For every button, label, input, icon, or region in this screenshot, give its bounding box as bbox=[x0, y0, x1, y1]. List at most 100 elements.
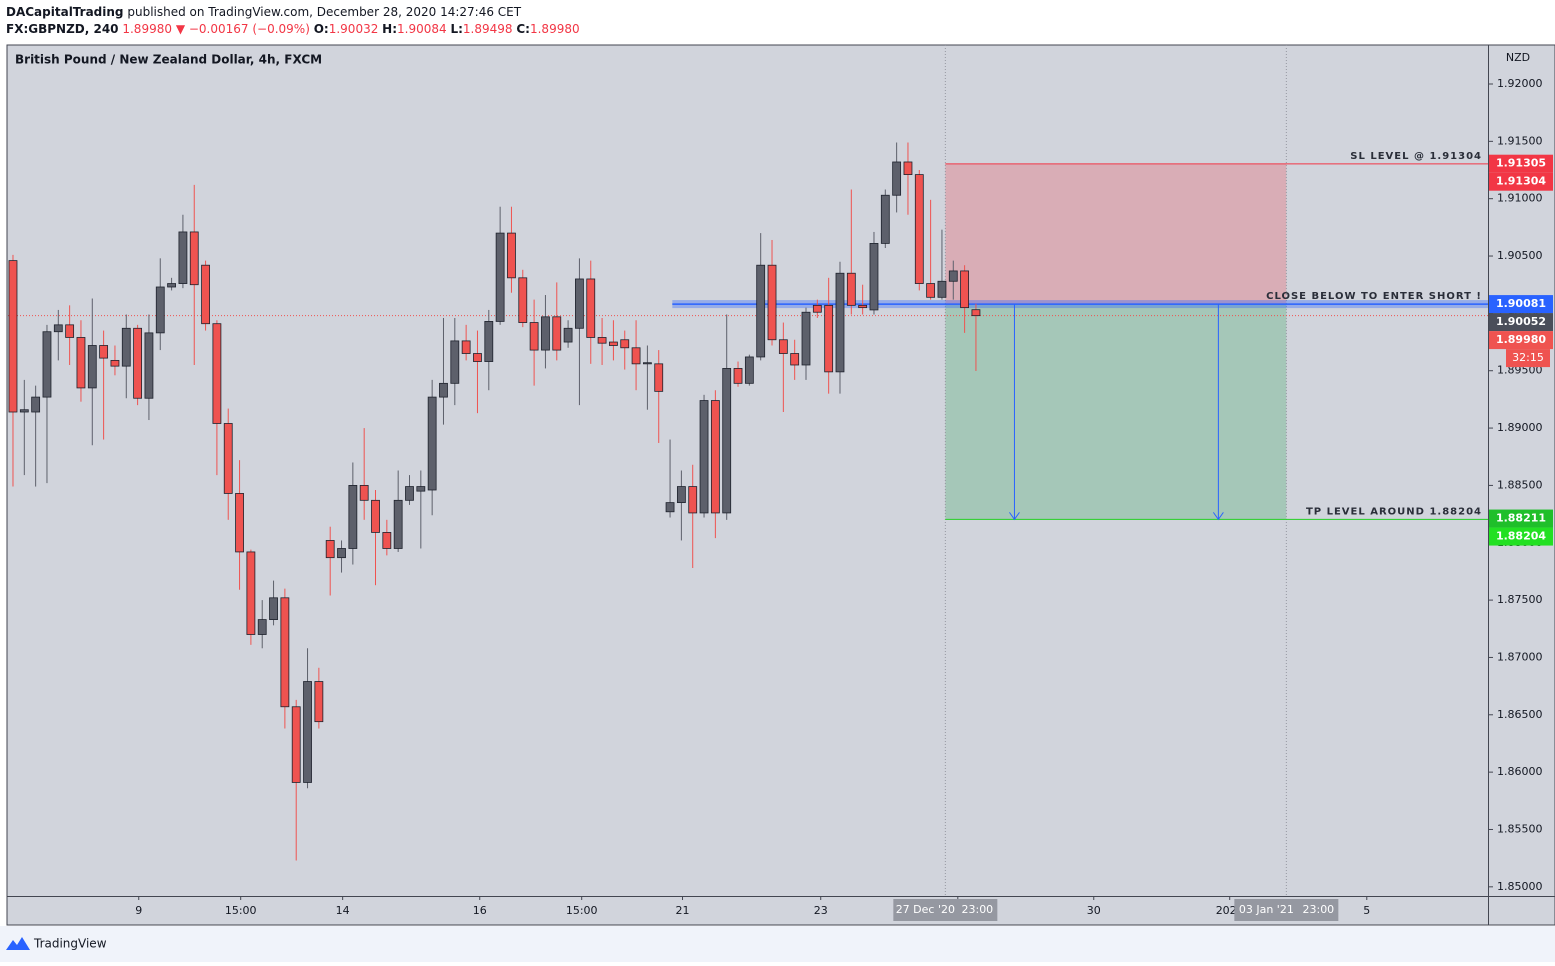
x-tick-label: 16 bbox=[473, 904, 487, 917]
candle-body bbox=[688, 486, 698, 514]
candle-body bbox=[812, 304, 822, 313]
stop-zone bbox=[945, 163, 1287, 305]
candle-body bbox=[846, 272, 856, 306]
candle-body bbox=[710, 400, 720, 514]
arrow-head bbox=[1212, 512, 1224, 521]
ohlc-key: O: bbox=[314, 22, 329, 36]
price-label-box bbox=[1489, 154, 1553, 173]
y-tick-label: 1.92000 bbox=[1497, 77, 1543, 90]
candle-body bbox=[223, 423, 233, 494]
x-tick-label: 15:00 bbox=[225, 904, 257, 917]
price-label: 1.90081 bbox=[1496, 297, 1546, 310]
candle-body bbox=[767, 264, 777, 341]
price-label: 1.89980 bbox=[1496, 333, 1546, 346]
candle-body bbox=[914, 174, 924, 284]
candle-body bbox=[518, 277, 528, 323]
countdown: 32:15 bbox=[1512, 351, 1544, 364]
price-label-box bbox=[1489, 527, 1553, 546]
candle-body bbox=[858, 304, 868, 309]
candle-body bbox=[8, 260, 18, 413]
header-bg bbox=[0, 0, 1555, 45]
range-marker-date: 03 Jan '21 bbox=[1239, 903, 1294, 916]
price-label: 1.91304 bbox=[1496, 175, 1546, 188]
candle-body bbox=[778, 339, 788, 354]
candle-body bbox=[189, 231, 199, 286]
price-label: 1.88204 bbox=[1496, 530, 1546, 543]
price-label: 1.90052 bbox=[1496, 315, 1546, 328]
y-tick-label: 1.85000 bbox=[1497, 880, 1543, 893]
range-marker-date: 27 Dec '20 bbox=[896, 903, 955, 916]
candle-body bbox=[359, 485, 369, 501]
ohlc-key: L: bbox=[450, 22, 462, 36]
price-label-box bbox=[1489, 295, 1553, 314]
price-label-box bbox=[1489, 313, 1553, 332]
candle-body bbox=[597, 337, 607, 344]
candle-body bbox=[541, 316, 550, 351]
y-tick-label: 1.85500 bbox=[1497, 822, 1543, 835]
plot: SL LEVEL @ 1.91304 CLOSE BELOW TO ENTER S… bbox=[8, 45, 1553, 921]
candle-body bbox=[529, 322, 539, 351]
candle-body bbox=[654, 363, 664, 392]
range-marker-box bbox=[1234, 899, 1339, 921]
candle-body bbox=[960, 270, 970, 309]
candle-body bbox=[450, 340, 460, 384]
x-tick-label: 9 bbox=[135, 904, 142, 917]
candle-body bbox=[575, 278, 584, 329]
x-tick-label: 30 bbox=[1087, 904, 1101, 917]
y-tick-label: 1.87500 bbox=[1497, 593, 1543, 606]
candle-body bbox=[110, 359, 120, 367]
y-tick-label: 1.90500 bbox=[1497, 249, 1543, 262]
arrow-head bbox=[1009, 512, 1020, 521]
candle-body bbox=[473, 353, 482, 362]
candle-body bbox=[212, 323, 222, 424]
candle-body bbox=[869, 243, 879, 311]
candle-body bbox=[676, 486, 686, 504]
candle-body bbox=[733, 368, 743, 384]
y-tick-label: 1.91500 bbox=[1497, 134, 1543, 147]
candle-body bbox=[801, 311, 811, 366]
candle-body bbox=[167, 283, 176, 288]
candle-body bbox=[903, 161, 913, 175]
candle-body bbox=[19, 409, 29, 413]
annotation: CLOSE BELOW TO ENTER SHORT ! bbox=[1266, 291, 1482, 302]
candle-body bbox=[121, 327, 131, 367]
annotation: SL LEVEL @ 1.91304 bbox=[1350, 151, 1482, 162]
candle-body bbox=[65, 324, 75, 338]
candle-body bbox=[155, 286, 165, 334]
x-tick-label: 5 bbox=[1363, 904, 1370, 917]
candle-body bbox=[53, 324, 63, 333]
candle-body bbox=[42, 331, 52, 398]
candle-body bbox=[416, 486, 426, 492]
candle-body bbox=[439, 382, 448, 398]
x-tick-label: 23 bbox=[814, 904, 828, 917]
price-label-box bbox=[1489, 331, 1553, 350]
candle-body bbox=[314, 681, 324, 723]
footer-logo bbox=[6, 937, 30, 950]
candle-body bbox=[178, 231, 188, 284]
candle-body bbox=[393, 499, 403, 549]
candle-body bbox=[835, 272, 845, 373]
chart-title: British Pound / New Zealand Dollar, 4h, … bbox=[15, 53, 322, 67]
candle-body bbox=[76, 337, 86, 389]
candle-body bbox=[880, 194, 890, 244]
published: published on TradingView.com, December 2… bbox=[127, 5, 521, 19]
candle-body bbox=[756, 264, 766, 358]
candle-body bbox=[235, 493, 244, 553]
candle-body bbox=[461, 340, 471, 354]
candle-body bbox=[371, 499, 380, 533]
ohlc-key: C: bbox=[516, 22, 530, 36]
candle-body bbox=[133, 327, 143, 399]
price-label-box bbox=[1489, 509, 1553, 528]
candle-body bbox=[348, 485, 358, 549]
candle-body bbox=[744, 356, 754, 384]
candle-body bbox=[620, 339, 630, 349]
candle-body bbox=[337, 548, 346, 559]
candle-body bbox=[201, 264, 210, 325]
ohlc-value: 1.89498 bbox=[463, 22, 513, 36]
candle-body bbox=[937, 280, 947, 298]
y-tick-label: 1.91000 bbox=[1497, 192, 1543, 205]
candle-body bbox=[971, 309, 981, 317]
candle-body bbox=[31, 396, 41, 413]
change: ▼ −0.00167 (−0.09%) bbox=[176, 22, 310, 36]
